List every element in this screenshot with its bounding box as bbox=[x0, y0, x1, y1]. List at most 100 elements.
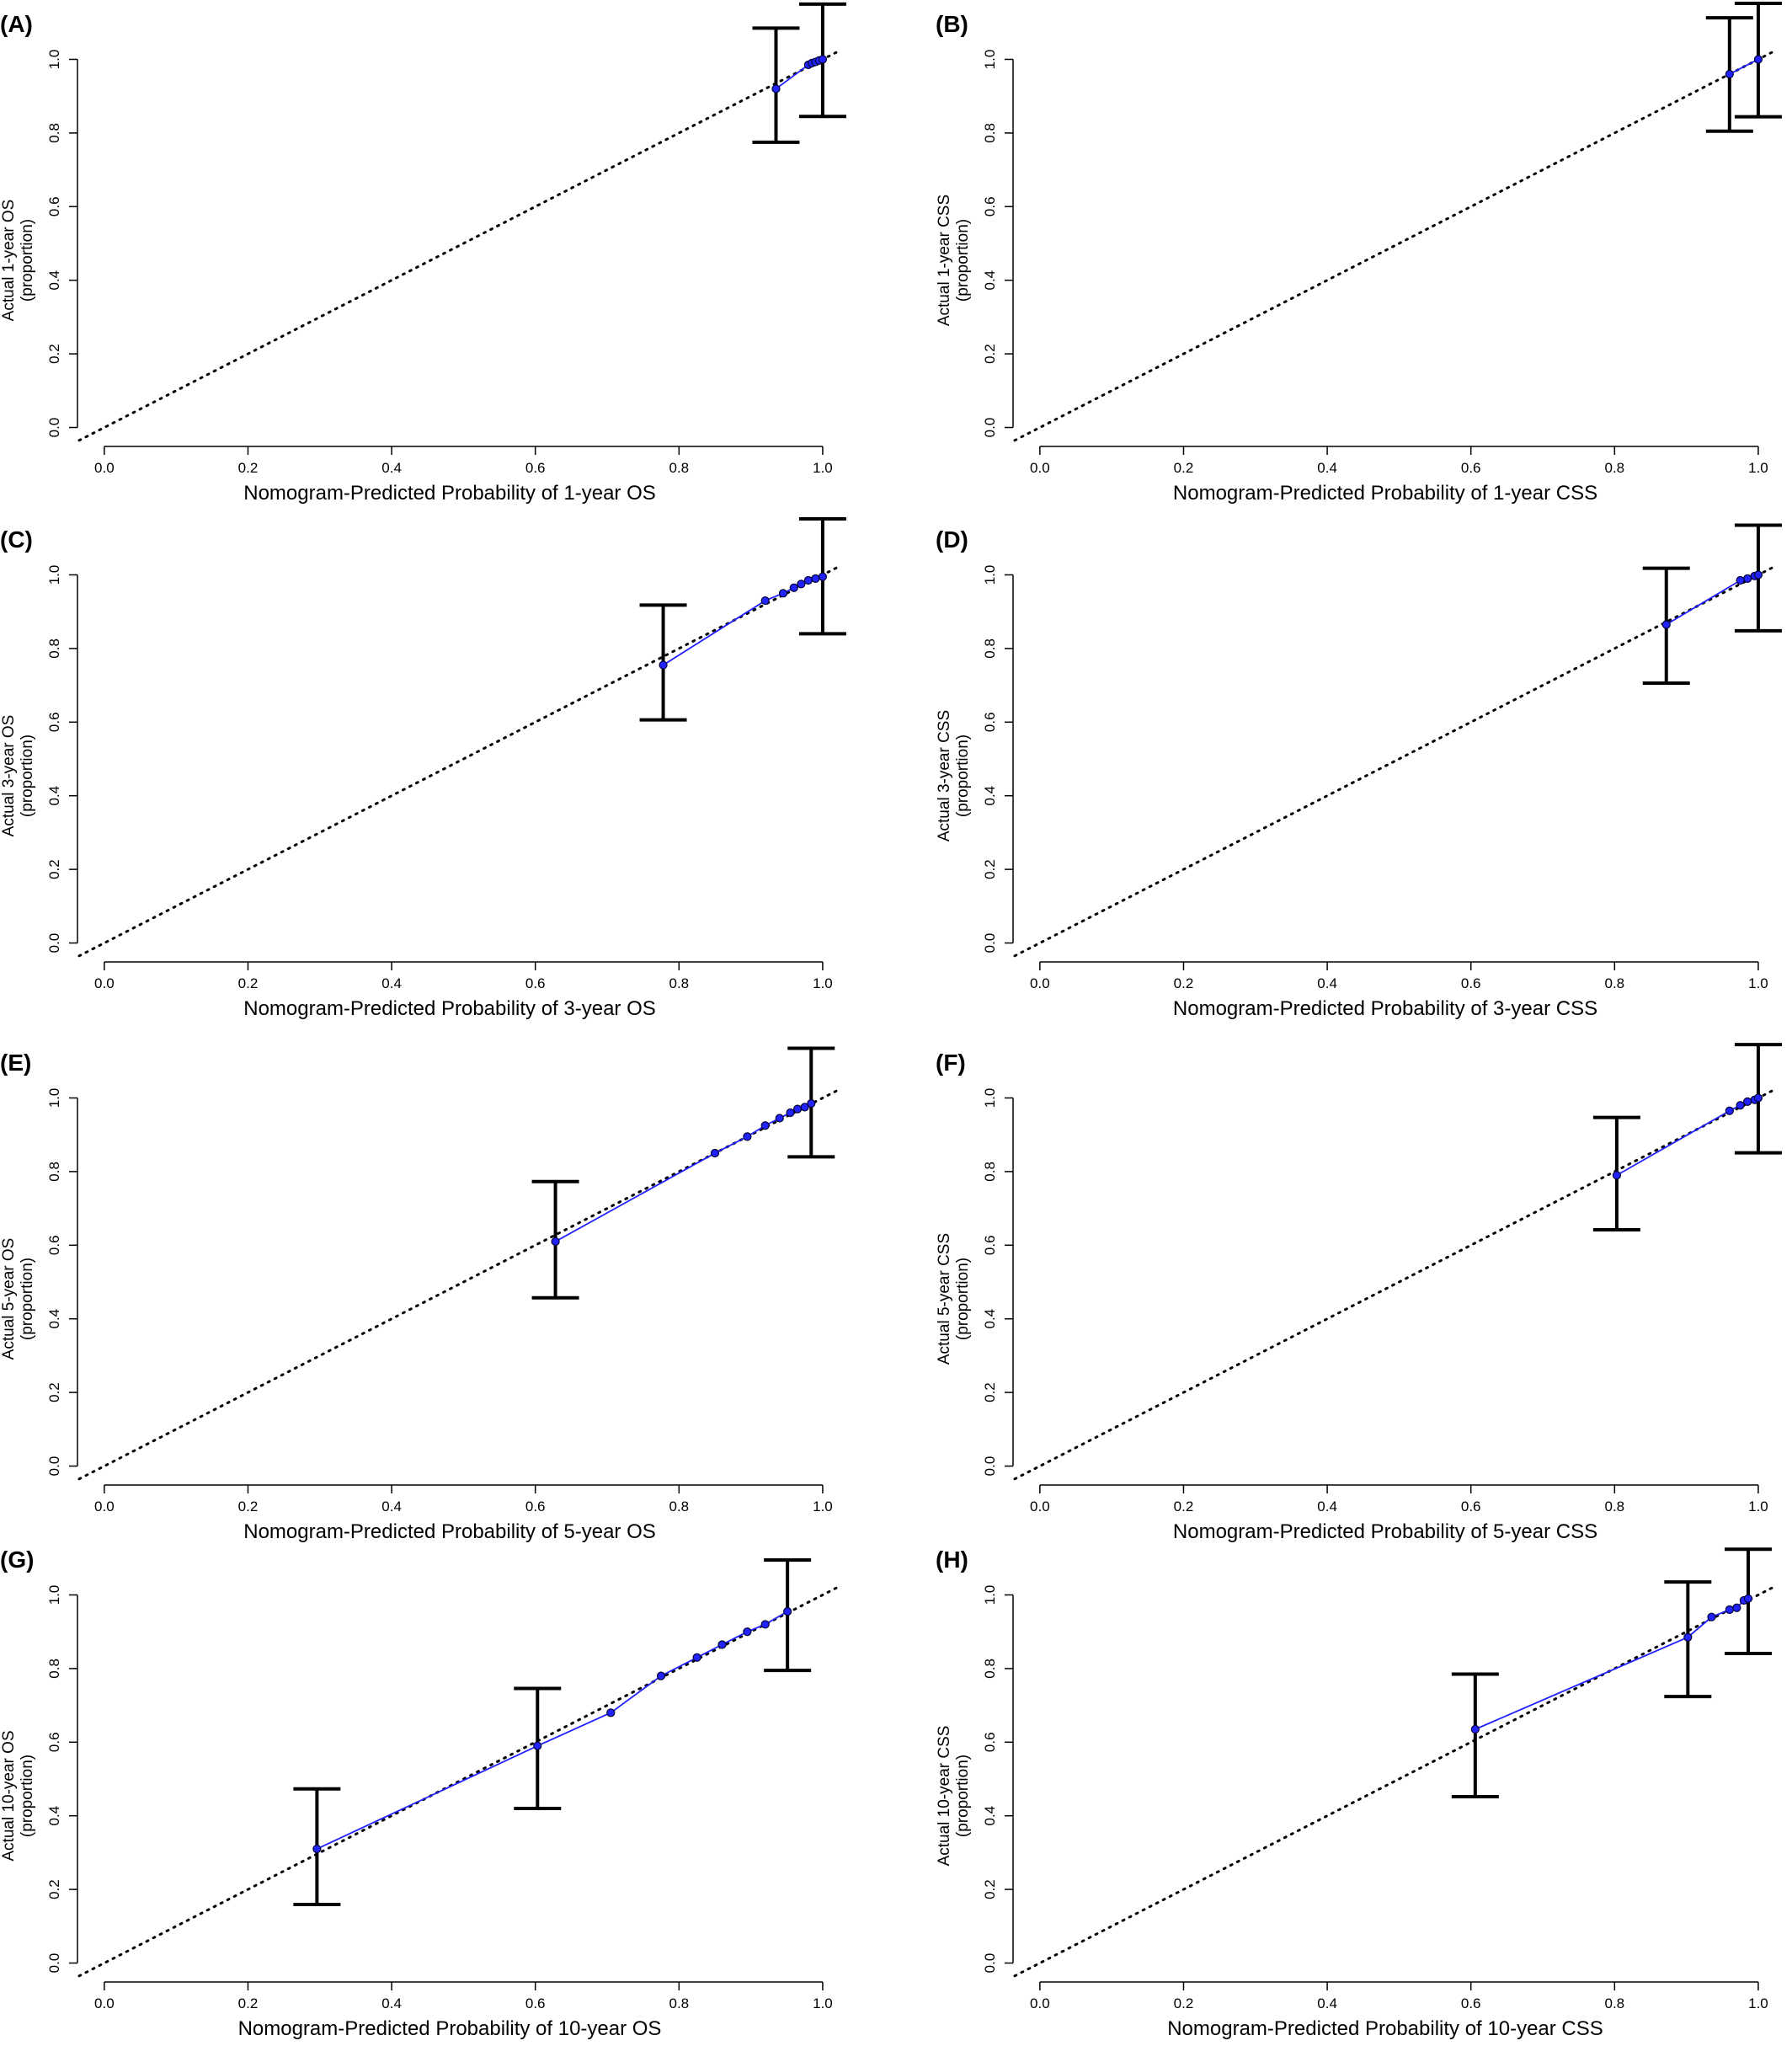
x-tick-label: 0.4 bbox=[1317, 460, 1337, 476]
x-tick-label: 1.0 bbox=[813, 1995, 833, 2011]
calibration-point bbox=[783, 1607, 792, 1616]
y-tick-label: 0.4 bbox=[982, 1806, 998, 1826]
y-axis-label: (proportion) bbox=[954, 735, 972, 817]
y-axis-label: Actual 1-year CSS bbox=[936, 195, 953, 326]
error-bar bbox=[1451, 1672, 1499, 1798]
reference-diagonal bbox=[77, 566, 839, 958]
x-tick-label: 0.6 bbox=[1461, 1498, 1481, 1514]
calibration-point bbox=[1612, 1171, 1621, 1180]
x-tick-label: 0.2 bbox=[238, 975, 259, 991]
y-axis-label: Actual 3-year OS bbox=[0, 715, 18, 837]
calibration-point bbox=[786, 1108, 795, 1118]
x-tick-label: 0.2 bbox=[1174, 1995, 1194, 2011]
calibration-point bbox=[710, 1148, 720, 1158]
calibration-point bbox=[807, 1098, 816, 1108]
calibration-point bbox=[760, 596, 770, 606]
x-tick-label: 1.0 bbox=[1748, 1498, 1768, 1514]
y-tick-label: 0.2 bbox=[46, 1879, 62, 1899]
x-axis-label: Nomogram-Predicted Probability of 5-year… bbox=[1173, 1520, 1597, 1543]
calibration-point bbox=[760, 1620, 770, 1629]
x-tick-label: 0.2 bbox=[238, 1498, 259, 1514]
y-tick-label: 0.2 bbox=[46, 344, 62, 364]
y-tick-label: 0.8 bbox=[46, 123, 62, 143]
x-tick-label: 0.4 bbox=[1317, 1995, 1337, 2011]
calibration-line bbox=[1475, 1598, 1749, 1730]
y-tick-label: 1.0 bbox=[982, 565, 998, 585]
calibration-point bbox=[789, 583, 798, 592]
x-axis-label: Nomogram-Predicted Probability of 1-year… bbox=[1173, 482, 1597, 505]
calibration-point bbox=[1743, 1097, 1752, 1106]
y-tick-label: 1.0 bbox=[982, 1585, 998, 1605]
x-tick-label: 0.8 bbox=[669, 975, 690, 991]
x-tick-label: 0.0 bbox=[94, 1995, 115, 2011]
calibration-point bbox=[792, 1104, 803, 1114]
panel-label: (G) bbox=[0, 1547, 34, 1573]
y-tick-label: 0.0 bbox=[982, 1953, 998, 1974]
x-tick-label: 0.6 bbox=[525, 460, 546, 476]
y-tick-label: 0.2 bbox=[982, 1382, 998, 1402]
calibration-point bbox=[818, 55, 828, 64]
x-axis-label: Nomogram-Predicted Probability of 10-yea… bbox=[238, 2017, 662, 2040]
x-tick-label: 0.6 bbox=[525, 975, 546, 991]
x-axis-label: Nomogram-Predicted Probability of 3-year… bbox=[1173, 997, 1597, 1020]
x-tick-label: 0.4 bbox=[1317, 1498, 1337, 1514]
calibration-point bbox=[1732, 1603, 1741, 1612]
calibration-point bbox=[1743, 1594, 1753, 1603]
calibration-point bbox=[818, 572, 828, 581]
y-axis-label: Actual 3-year CSS bbox=[936, 710, 953, 841]
calibration-point bbox=[775, 1114, 784, 1123]
x-tick-label: 0.8 bbox=[669, 1995, 690, 2011]
x-tick-label: 0.0 bbox=[1030, 975, 1050, 991]
calibration-point bbox=[692, 1653, 701, 1662]
x-tick-label: 0.0 bbox=[94, 1498, 115, 1514]
calibration-point bbox=[743, 1627, 752, 1637]
calibration-point bbox=[717, 1640, 727, 1649]
panel: 0.0 0.2 0.4 0.6 0.8 1.0 0.0 0.2 0.4 0.6 0.8 1.0 Nomo… bbox=[0, 517, 846, 1020]
y-axis-label: (proportion) bbox=[19, 1755, 36, 1837]
y-tick-label: 1.0 bbox=[46, 565, 62, 585]
y-axis-label: (proportion) bbox=[19, 1258, 36, 1340]
calibration-line bbox=[555, 1103, 812, 1242]
y-axis-label: Actual 5-year CSS bbox=[936, 1233, 953, 1365]
calibration-point bbox=[800, 1103, 809, 1112]
y-tick-label: 1.0 bbox=[46, 1585, 62, 1605]
y-axis-label: Actual 5-year OS bbox=[0, 1238, 18, 1360]
calibration-point bbox=[1736, 1101, 1745, 1110]
calibration-point bbox=[811, 574, 820, 583]
x-tick-label: 1.0 bbox=[813, 460, 833, 476]
calibration-point bbox=[1743, 574, 1752, 583]
y-tick-label: 0.0 bbox=[46, 1953, 62, 1974]
calibration-point bbox=[551, 1237, 560, 1247]
x-tick-label: 0.4 bbox=[381, 1498, 402, 1514]
y-tick-label: 0.4 bbox=[982, 270, 998, 291]
x-tick-label: 0.2 bbox=[1174, 975, 1194, 991]
y-tick-label: 0.6 bbox=[46, 712, 62, 732]
x-tick-label: 0.8 bbox=[1605, 460, 1625, 476]
y-tick-label: 0.0 bbox=[982, 933, 998, 954]
y-axis-label: (proportion) bbox=[954, 219, 972, 302]
y-axis-label: Actual 1-year OS bbox=[0, 200, 18, 322]
y-tick-label: 0.0 bbox=[982, 1456, 998, 1477]
x-tick-label: 0.6 bbox=[525, 1995, 546, 2011]
x-tick-label: 0.2 bbox=[238, 1995, 259, 2011]
y-tick-label: 0.6 bbox=[46, 196, 62, 216]
reference-diagonal bbox=[77, 1586, 839, 1978]
calibration-point bbox=[760, 1121, 770, 1130]
calibration-point bbox=[1725, 69, 1734, 79]
panel: 0.0 0.2 0.4 0.6 0.8 1.0 0.0 0.2 0.4 0.6 0.8 1.0 Nomo… bbox=[936, 1043, 1782, 1543]
calibration-point bbox=[803, 575, 813, 585]
y-tick-label: 0.8 bbox=[982, 123, 998, 143]
y-tick-label: 0.4 bbox=[46, 786, 62, 806]
reference-diagonal bbox=[1013, 566, 1774, 958]
y-tick-label: 0.4 bbox=[982, 1309, 998, 1329]
panel: 0.0 0.2 0.4 0.6 0.8 1.0 0.0 0.2 0.4 0.6 0.8 1.0 Nomo… bbox=[936, 523, 1782, 1020]
panel-label: (D) bbox=[936, 526, 968, 553]
x-tick-label: 0.8 bbox=[1605, 1995, 1625, 2011]
x-tick-label: 0.8 bbox=[1605, 975, 1625, 991]
y-tick-label: 0.6 bbox=[982, 712, 998, 732]
y-tick-label: 0.8 bbox=[982, 1659, 998, 1679]
x-tick-label: 0.0 bbox=[94, 460, 115, 476]
x-tick-label: 0.4 bbox=[1317, 975, 1337, 991]
y-tick-label: 0.0 bbox=[46, 1456, 62, 1477]
